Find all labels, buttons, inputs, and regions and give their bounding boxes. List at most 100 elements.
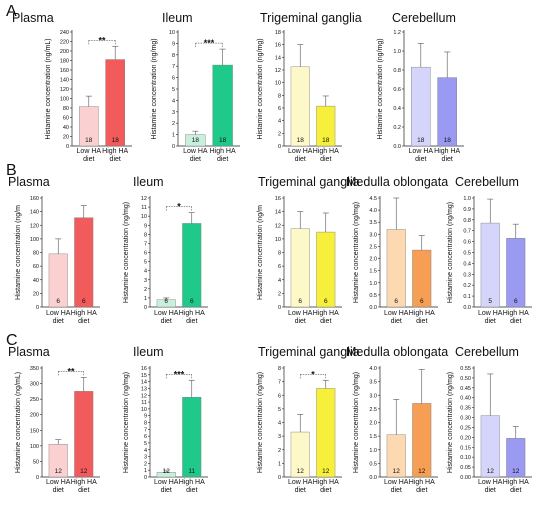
y-tick-label: 220: [60, 40, 69, 46]
y-tick-label: 3.0: [369, 232, 377, 238]
bar: [480, 222, 500, 308]
y-tick-label: 0.00: [460, 475, 471, 481]
y-tick-label: 6: [144, 251, 147, 257]
chart-title: Plasma: [8, 175, 50, 189]
x-category-label: Low HA diet: [384, 479, 409, 494]
bar: [290, 228, 310, 308]
y-tick-label: 250: [30, 397, 39, 403]
y-tick-label: 14: [275, 55, 281, 61]
y-tick-label: 9: [144, 414, 147, 420]
sample-size-label: 18: [322, 137, 330, 144]
y-axis-label: Histamine concentration (ng/mg): [123, 372, 130, 473]
y-tick-label: 300: [30, 382, 39, 388]
chart-title: Cerebellum: [455, 175, 519, 189]
y-tick-label: 8: [278, 251, 281, 257]
y-tick-label: 100: [30, 444, 39, 450]
y-tick-label: 5: [144, 441, 147, 447]
y-tick-label: 6: [278, 106, 281, 112]
y-tick-label: 13: [141, 386, 147, 392]
y-tick-label: 4: [278, 278, 281, 284]
y-tick-label: 6: [278, 264, 281, 270]
bar: [182, 397, 202, 478]
y-axis-label: Histamine concentration (ng/mL): [45, 38, 52, 139]
bar: [386, 229, 406, 308]
sample-size-label: 12: [393, 468, 401, 475]
y-tick-label: 0: [172, 144, 175, 150]
sample-size-label: 18: [112, 137, 120, 144]
y-tick-label: 1.0: [369, 448, 377, 454]
chart-title: Ileum: [162, 11, 193, 25]
bar: [506, 238, 526, 308]
x-category-label: High HA diet: [71, 310, 97, 325]
chart-b-3: Medulla oblongata Histamine concentration…: [346, 175, 448, 325]
y-tick-label: 2.5: [369, 244, 377, 250]
chart-c-2: Trigeminal ganglia Histamine concentratio…: [257, 345, 360, 494]
sample-size-label: 12: [418, 468, 426, 475]
y-tick-label: 160: [60, 68, 69, 74]
x-category-label: High HA diet: [434, 148, 460, 163]
x-category-label: High HA diet: [313, 310, 339, 325]
significance-marker: ***: [204, 38, 215, 48]
y-tick-label: 40: [33, 278, 39, 284]
y-tick-label: 0.7: [463, 229, 471, 235]
x-category-label: Low HA diet: [384, 310, 409, 325]
y-tick-label: 200: [60, 49, 69, 55]
y-tick-label: 80: [63, 106, 69, 112]
y-tick-label: 0.30: [460, 416, 471, 422]
x-category-label: Low HA diet: [183, 148, 208, 163]
y-tick-label: 0.6: [463, 240, 471, 246]
chart-c-0: Plasma Histamine concentration (ng/mL) 0 50…: [8, 345, 100, 494]
y-tick-label: 4.0: [369, 366, 377, 372]
bar: [212, 64, 233, 147]
y-tick-label: 120: [60, 87, 69, 93]
y-tick-label: 0.0: [463, 305, 471, 311]
y-tick-label: 0.2: [393, 125, 401, 131]
y-tick-label: 10: [141, 214, 147, 220]
bar: [412, 403, 432, 478]
y-tick-label: 0.3: [463, 272, 471, 278]
y-tick-label: 0.25: [460, 425, 471, 431]
y-tick-label: 14: [141, 380, 147, 386]
y-tick-label: 2.0: [369, 421, 377, 427]
y-tick-label: 50: [33, 459, 39, 465]
y-tick-label: 3: [144, 455, 147, 461]
y-tick-label: 10: [141, 407, 147, 413]
chart-c-4: Cerebellum Histamine concentration (ng/mg…: [447, 345, 532, 494]
y-tick-label: 8: [144, 421, 147, 427]
y-tick-label: 0.35: [460, 406, 471, 412]
y-tick-label: 0.5: [369, 461, 377, 467]
sample-size-label: 18: [297, 137, 305, 144]
y-tick-label: 2: [172, 121, 175, 127]
y-tick-label: 10: [275, 237, 281, 243]
chart-title: Ileum: [133, 175, 164, 189]
y-tick-label: 0: [278, 144, 281, 150]
y-tick-label: 180: [60, 59, 69, 65]
y-tick-label: 7: [278, 380, 281, 386]
significance-marker: *: [311, 369, 315, 379]
y-tick-label: 12: [141, 393, 147, 399]
y-tick-label: 3.5: [369, 380, 377, 386]
chart-title: Medulla oblongata: [346, 175, 448, 189]
x-category-label: Low HA diet: [288, 148, 313, 163]
x-category-label: Low HA diet: [478, 310, 503, 325]
panel-label-a: A: [6, 3, 17, 20]
y-tick-label: 0.4: [463, 261, 471, 267]
chart-b-2: Trigeminal ganglia Histamine concentratio…: [257, 175, 360, 325]
y-tick-label: 0.45: [460, 386, 471, 392]
x-category-label: High HA diet: [102, 148, 128, 163]
y-tick-label: 14: [275, 210, 281, 216]
y-tick-label: 140: [30, 210, 39, 216]
sample-size-label: 18: [85, 137, 93, 144]
y-axis-label: Histamine concentration (ng/mg): [123, 202, 130, 303]
y-tick-label: 350: [30, 366, 39, 372]
y-tick-label: 0.0: [369, 475, 377, 481]
x-category-label: High HA diet: [503, 310, 529, 325]
y-tick-label: 60: [33, 264, 39, 270]
y-tick-label: 2: [278, 448, 281, 454]
x-category-label: Low HA diet: [154, 310, 179, 325]
sample-size-label: 6: [514, 298, 518, 305]
x-category-label: High HA diet: [313, 479, 339, 494]
chart-b-4: Cerebellum Histamine concentration (ng/mg…: [447, 175, 532, 325]
y-axis-label: Histamine concentration (ng/m: [257, 205, 264, 300]
y-tick-label: 5: [172, 87, 175, 93]
